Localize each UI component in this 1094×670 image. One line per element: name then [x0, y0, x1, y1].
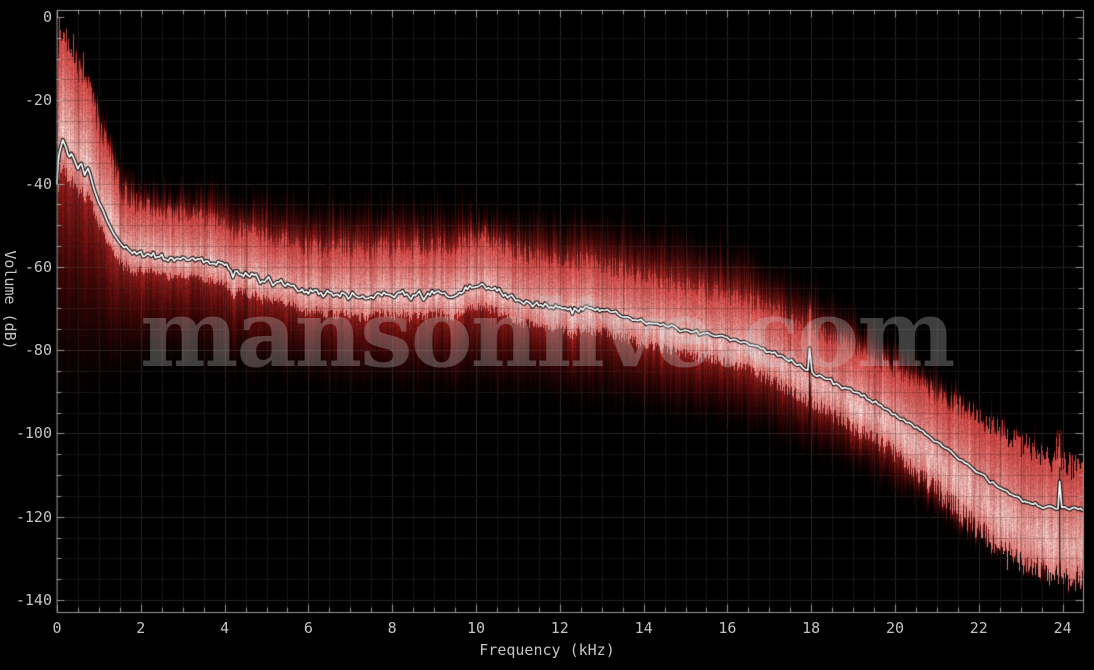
x-tick-label: 6: [303, 619, 313, 637]
x-tick-label: 14: [634, 619, 653, 637]
x-tick-label: 8: [387, 619, 397, 637]
y-tick-label: -120: [15, 507, 52, 526]
y-tick-label: -20: [24, 91, 52, 110]
y-tick-label: -60: [24, 257, 52, 276]
x-tick-label: 16: [718, 619, 737, 637]
y-tick-label: 0: [42, 8, 52, 26]
x-tick-label: 20: [885, 619, 905, 637]
y-tick-label: -100: [15, 424, 52, 443]
x-axis-title: Frequency (kHz): [479, 641, 615, 659]
y-tick-label: -40: [24, 174, 52, 193]
y-tick-label: -140: [15, 590, 52, 609]
x-tick-label: 22: [969, 619, 988, 637]
x-tick-label: 12: [550, 619, 569, 637]
x-tick-label: 2: [136, 619, 146, 637]
x-tick-label: 10: [466, 619, 486, 637]
y-tick-label: -80: [24, 341, 52, 360]
x-tick-label: 18: [802, 619, 821, 637]
x-tick-label: 4: [220, 619, 230, 637]
y-axis-title: Volume (dB): [1, 250, 19, 350]
x-tick-label: 24: [1053, 619, 1072, 637]
x-tick-label: 0: [52, 619, 62, 637]
